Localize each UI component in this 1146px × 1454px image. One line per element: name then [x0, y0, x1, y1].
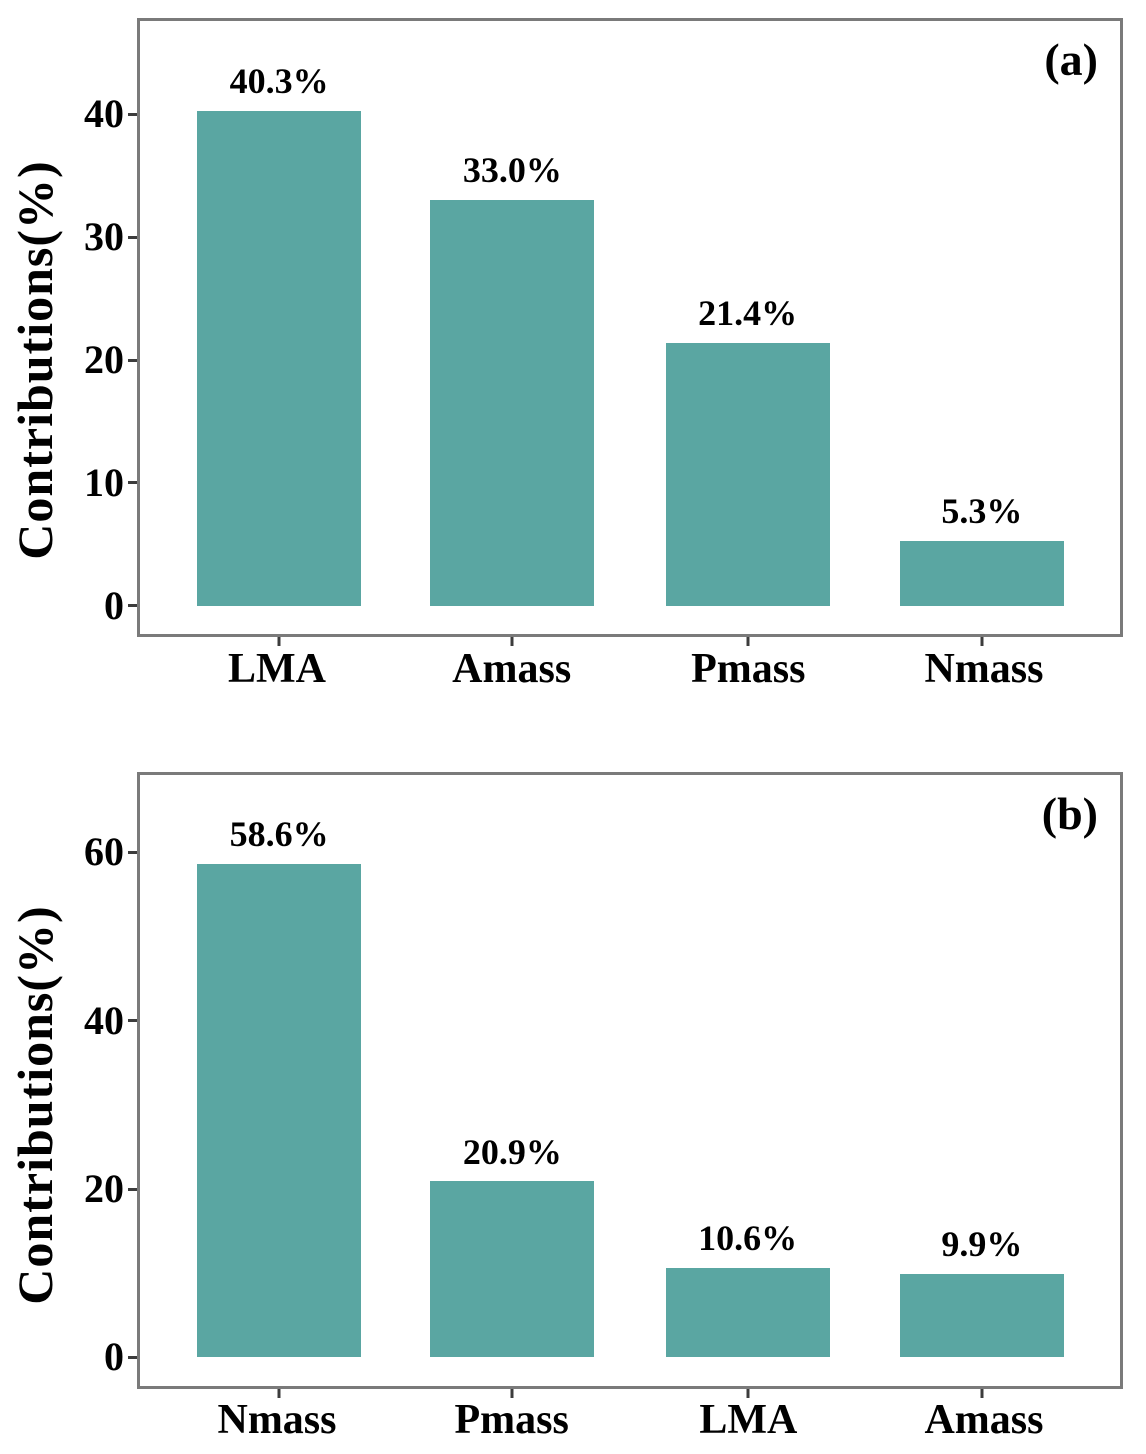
- x-tick-mark: [980, 637, 984, 646]
- bar: [665, 1268, 830, 1358]
- bar: [430, 1181, 595, 1358]
- bar-value-label: 9.9%: [941, 1224, 1023, 1265]
- x-axis-label: LMA: [699, 1397, 798, 1443]
- x-tick-mark: [746, 637, 750, 646]
- y-tick-label: 60: [84, 829, 124, 875]
- x-axis-label: Amass: [452, 646, 572, 692]
- bar: [665, 342, 830, 606]
- bar: [899, 540, 1064, 606]
- panel-label: (b): [1041, 788, 1098, 839]
- bar-value-label: 33.0%: [462, 150, 562, 191]
- y-tick-label: 10: [84, 459, 124, 505]
- x-axis-label: Nmass: [217, 1397, 337, 1443]
- y-tick-mark: [128, 358, 137, 362]
- y-tick-mark: [128, 235, 137, 239]
- y-tick-label: 40: [84, 997, 124, 1043]
- y-tick-mark: [128, 1019, 137, 1023]
- x-tick-mark: [277, 637, 281, 646]
- x-axis-label: Pmass: [454, 1397, 569, 1443]
- y-tick-mark: [128, 604, 137, 608]
- bar-value-label: 58.6%: [229, 814, 329, 855]
- x-axis-label: Nmass: [924, 646, 1044, 692]
- x-axis-labels: LMA Amass Pmass Nmass: [137, 646, 1123, 706]
- y-axis-title: Contributions(%): [7, 160, 63, 560]
- bar-value-label: 21.4%: [698, 292, 798, 333]
- x-tick-mark: [510, 1389, 514, 1398]
- y-tick-label: 0: [104, 582, 124, 628]
- bar: [197, 110, 362, 606]
- x-axis-labels: Nmass Pmass LMA Amass: [137, 1397, 1123, 1454]
- y-tick-label: 30: [84, 214, 124, 260]
- x-axis-label: Amass: [924, 1397, 1044, 1443]
- x-tick-mark: [980, 1389, 984, 1398]
- y-tick-label: 0: [104, 1334, 124, 1380]
- bar-value-label: 20.9%: [462, 1131, 562, 1172]
- y-tick-label: 20: [84, 337, 124, 383]
- y-tick-label: 40: [84, 91, 124, 137]
- panel-label: (a): [1044, 34, 1098, 85]
- y-tick-mark: [128, 112, 137, 116]
- bar: [197, 864, 362, 1358]
- plot-area: (b) 0 20 40 60 58.6% 20.9% 10.6% 9.9%: [84, 772, 1123, 1398]
- y-tick-mark: [128, 1187, 137, 1191]
- y-tick-label: 20: [84, 1166, 124, 1212]
- y-tick-mark: [128, 481, 137, 485]
- x-axis-label: LMA: [228, 646, 326, 692]
- bar: [430, 200, 595, 606]
- x-tick-mark: [746, 1389, 750, 1398]
- x-axis-label: Pmass: [691, 646, 806, 692]
- bar: [899, 1274, 1064, 1358]
- y-axis-title: Contributions(%): [7, 905, 63, 1305]
- bar-value-label: 40.3%: [229, 60, 329, 101]
- y-tick-mark: [128, 1355, 137, 1359]
- plot-area: (a) 0 10 20 30 40 40.3% 33.0% 21.4% 5.3%: [84, 18, 1123, 646]
- bar-value-label: 10.6%: [698, 1218, 798, 1259]
- x-tick-mark: [510, 637, 514, 646]
- y-tick-mark: [128, 850, 137, 854]
- x-tick-mark: [277, 1389, 281, 1398]
- bar-value-label: 5.3%: [941, 490, 1023, 531]
